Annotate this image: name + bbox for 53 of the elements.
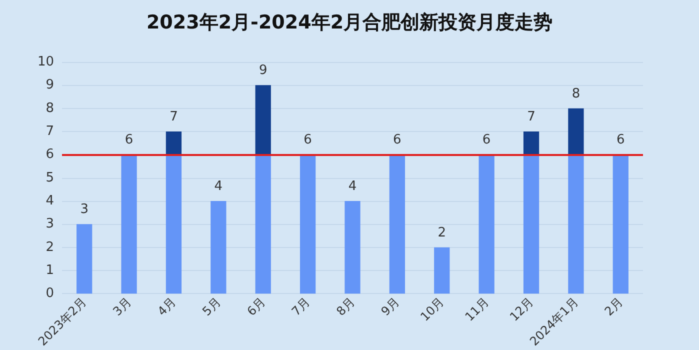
bar bbox=[300, 154, 316, 294]
chart-title: 2023年2月-2024年2月合肥创新投资月度走势 bbox=[146, 12, 553, 34]
total-label: 4 bbox=[214, 179, 223, 194]
bar bbox=[523, 132, 540, 155]
x-tick-label: 2月 bbox=[602, 294, 626, 318]
x-tick-label: 6月 bbox=[244, 294, 268, 318]
bar bbox=[255, 85, 271, 155]
y-tick-label: 7 bbox=[46, 124, 54, 139]
y-tick-label: 1 bbox=[46, 263, 54, 278]
bar bbox=[478, 154, 494, 294]
total-label: 3 bbox=[80, 202, 88, 218]
x-tick-label: 12月 bbox=[507, 294, 536, 324]
bar bbox=[523, 154, 540, 294]
y-tick-label: 9 bbox=[46, 78, 54, 93]
bar bbox=[568, 108, 584, 155]
x-tick-label: 7月 bbox=[288, 294, 313, 318]
total-label: 7 bbox=[170, 110, 178, 124]
total-label: 6 bbox=[304, 132, 312, 148]
x-tick-label: 3月 bbox=[110, 294, 134, 318]
bar bbox=[389, 154, 406, 294]
total-label: 6 bbox=[393, 132, 402, 148]
y-tick-label: 10 bbox=[37, 54, 54, 70]
total-label: 9 bbox=[258, 63, 268, 78]
x-tick-label: 9月 bbox=[378, 294, 402, 318]
total-label: 7 bbox=[527, 110, 536, 124]
x-tick-label: 4月 bbox=[154, 294, 179, 318]
y-tick-label: 6 bbox=[46, 147, 54, 162]
total-label: 4 bbox=[348, 179, 357, 194]
bar bbox=[612, 154, 628, 294]
total-label: 2 bbox=[438, 225, 446, 240]
bar bbox=[166, 132, 182, 155]
y-tick-label: 2 bbox=[46, 240, 54, 255]
bar bbox=[166, 154, 182, 294]
bar bbox=[121, 154, 137, 294]
bar bbox=[210, 201, 226, 294]
bar bbox=[255, 154, 271, 294]
total-label: 6 bbox=[482, 132, 491, 148]
total-label: 6 bbox=[616, 132, 625, 148]
y-tick-label: 3 bbox=[46, 216, 54, 232]
bar bbox=[568, 154, 584, 294]
x-tick-label: 8月 bbox=[334, 294, 358, 318]
bar bbox=[344, 201, 360, 294]
x-tick-label: 5月 bbox=[200, 294, 224, 318]
total-label: 8 bbox=[572, 86, 580, 102]
bar bbox=[434, 247, 450, 294]
x-tick-label: 11月 bbox=[462, 294, 492, 324]
x-tick-label: 10月 bbox=[418, 294, 447, 324]
y-tick-label: 5 bbox=[46, 170, 54, 186]
y-tick-label: 4 bbox=[46, 194, 54, 209]
bar bbox=[76, 224, 92, 294]
y-tick-label: 8 bbox=[46, 100, 54, 116]
y-tick-label: 0 bbox=[46, 286, 54, 302]
total-label: 6 bbox=[124, 132, 134, 148]
